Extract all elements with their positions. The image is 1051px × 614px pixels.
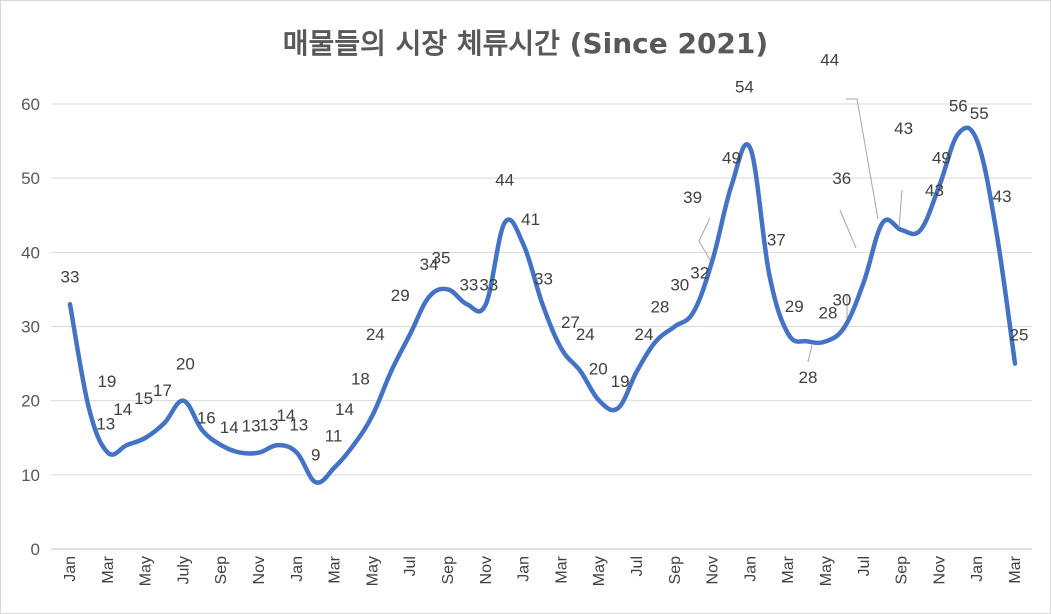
x-tick-label: May [818,556,835,586]
x-tick-label: May [364,556,381,586]
gridlines [51,103,1032,550]
data-label: 25 [1010,326,1029,345]
x-tick-label: Jan [62,556,79,582]
data-label: 14 [113,400,132,419]
y-tick-label: 0 [31,540,40,559]
data-label: 30 [832,291,851,310]
data-label: 29 [785,297,804,316]
y-tick-label: 50 [21,169,40,188]
data-label: 44 [495,171,514,190]
data-label: 54 [735,78,754,97]
data-label: 49 [722,149,741,168]
data-label: 41 [521,210,540,229]
data-label: 35 [432,248,451,267]
data-label: 14 [220,418,239,437]
x-tick-label: Nov [931,556,948,584]
data-label: 49 [932,149,951,168]
data-label: 20 [176,355,195,374]
x-tick-label: Sep [667,556,684,585]
data-label: 13 [242,417,261,436]
data-label: 34 [420,255,439,274]
x-tick-label: Jan [289,556,306,582]
y-tick-label: 30 [21,318,40,337]
series-line-path [67,125,1018,485]
x-tick-label: Sep [213,556,230,585]
data-label: 14 [335,400,354,419]
data-label: 43 [894,119,913,138]
data-label: 11 [325,426,343,445]
x-tick-label: Jul [402,556,419,576]
data-label: 13 [289,416,308,435]
x-tick-label: May [591,556,608,586]
x-tick-label: Mar [780,555,797,583]
x-axis: Jan Mar May July Sep Nov Jan Mar May Jul Sep Nov Jan… [62,555,1024,586]
data-label: 32 [690,264,709,283]
data-label: 37 [767,231,786,250]
data-label: 9 [311,445,320,464]
data-label: 43 [925,181,944,200]
data-label: 44 [820,51,839,70]
y-tick-label: 60 [21,95,40,114]
chart-title: 매물들의 시장 체류시간 (Since 2021) [282,27,769,60]
data-label: 13 [260,416,279,435]
x-tick-label: Sep [894,556,911,585]
data-label: 13 [96,415,115,434]
y-tick-label: 20 [21,392,40,411]
data-label: 18 [351,370,370,389]
label-leader-line [807,344,813,363]
x-tick-label: Jan [742,556,759,582]
data-label: 15 [134,389,153,408]
y-tick-label: 40 [21,243,40,262]
data-label: 28 [819,303,838,322]
x-tick-label: Nov [251,556,268,584]
x-tick-label: Nov [705,556,722,584]
data-label: 39 [683,188,702,207]
data-label: 29 [391,286,410,305]
data-label: 36 [832,169,851,188]
label-leader-line [839,209,857,249]
data-label: 55 [970,104,989,123]
y-axis: 0 10 20 30 40 50 60 [21,95,40,559]
data-label: 33 [459,275,478,294]
data-label: 33 [61,267,80,286]
data-label: 24 [635,325,654,344]
data-label: 24 [576,325,595,344]
x-tick-label: Mar [1007,555,1024,583]
x-tick-label: Jan [969,556,986,582]
data-label: 17 [153,381,172,400]
data-label: 20 [589,360,608,379]
label-leader-line [846,98,879,220]
data-label: 28 [650,297,669,316]
x-tick-label: Mar [100,555,117,583]
data-label: 14 [276,406,295,425]
data-label: 30 [670,276,689,295]
data-label: 19 [611,372,630,391]
x-tick-label: Mar [327,555,344,583]
label-leader-line [698,217,711,261]
data-label: 27 [561,313,580,332]
x-tick-label: Sep [440,556,457,585]
y-tick-label: 10 [21,466,40,485]
label-leader-line [898,189,903,229]
data-label: 43 [993,187,1012,206]
data-label: 28 [799,368,818,387]
x-tick-label: July [175,556,192,584]
x-tick-label: May [138,556,155,586]
data-label: 16 [197,408,216,427]
data-label: 33 [479,275,498,294]
x-tick-label: Jan [516,556,533,582]
data-label: 56 [949,97,968,116]
x-tick-label: Nov [478,556,495,584]
data-label: 19 [97,372,116,391]
data-label: 24 [366,325,385,344]
series-line [67,125,1018,485]
x-tick-label: Jul [629,556,646,576]
x-tick-label: Mar [553,555,570,583]
x-tick-label: Jul [856,556,873,576]
data-label: 33 [534,269,553,288]
